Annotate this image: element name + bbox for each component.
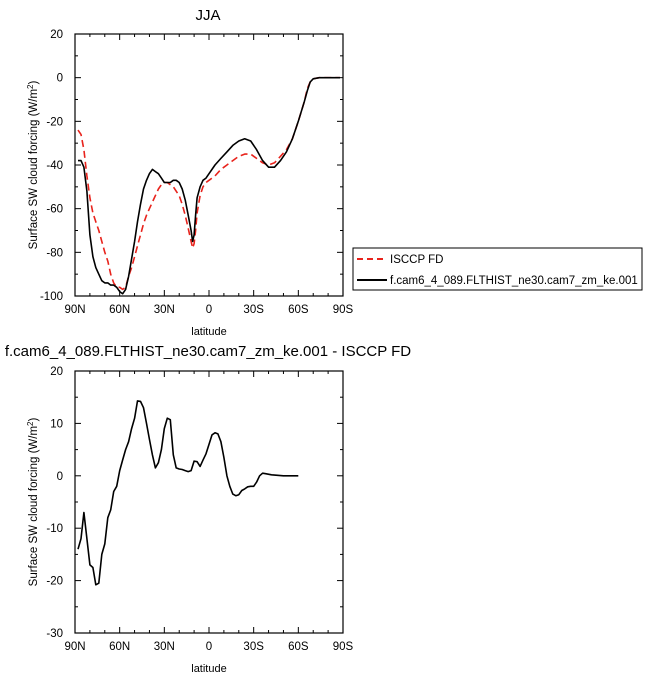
x-tick-label: 90N [64,641,85,653]
series-line-isccp-fd [77,76,340,291]
x-tick-label: 30S [243,641,264,653]
chart-title: JJA [195,7,220,24]
y-tick-label: -100 [40,291,63,303]
legend-label-model: f.cam6_4_089.FLTHIST_ne30.cam7_zm_ke.001 [390,275,638,287]
x-tick-label: 60N [109,304,130,316]
x-tick-label: 0 [206,304,212,316]
legend-label-isccp: ISCCP FD [390,254,443,266]
chart-title: f.cam6_4_089.FLTHIST_ne30.cam7_zm_ke.001… [5,343,411,360]
panel-top: JJA 90N 60N 30N 0 30S 60S 90S -100 -80 -60 -40 -20… [26,7,643,338]
x-tick-label: 30N [154,304,175,316]
y-tick-label: 20 [50,366,63,378]
x-axis-label: latitude [191,326,226,338]
y-tick-label: -30 [46,628,63,640]
y-tick-label: -20 [46,116,63,128]
x-tick-label: 90N [64,304,85,316]
y-tick-label: -60 [46,204,63,216]
x-tick-label: 90S [333,304,354,316]
legend-box [352,247,643,291]
y-tick-label: -10 [46,523,63,535]
y-tick-label: 0 [57,73,63,85]
y-tick-label: 0 [57,471,63,483]
series-line-model [78,76,340,295]
legend: ISCCP FD f.cam6_4_089.FLTHIST_ne30.cam7_… [352,247,643,291]
x-tick-label: 60S [288,641,309,653]
y-tick-label: 20 [50,29,63,41]
plot-frame [74,33,344,297]
y-axis-label: Surface SW cloud forcing (W/m2) [26,417,40,586]
x-tick-label: 30S [243,304,264,316]
x-tick-label: 30N [154,641,175,653]
y-tick-label: -80 [46,247,63,259]
plot-frame [74,370,344,634]
y-tick-label: 10 [50,418,63,430]
x-axis-label: latitude [191,663,226,675]
y-axis-label: Surface SW cloud forcing (W/m2) [26,80,40,249]
x-tick-label: 0 [206,641,212,653]
x-tick-label: 60S [288,304,309,316]
panel-bottom: f.cam6_4_089.FLTHIST_ne30.cam7_zm_ke.001… [5,343,411,675]
x-tick-label: 90S [333,641,354,653]
y-tick-label: -20 [46,576,63,588]
series-line-difference [77,400,299,586]
x-tick-label: 60N [109,641,130,653]
y-tick-label: -40 [46,160,63,172]
